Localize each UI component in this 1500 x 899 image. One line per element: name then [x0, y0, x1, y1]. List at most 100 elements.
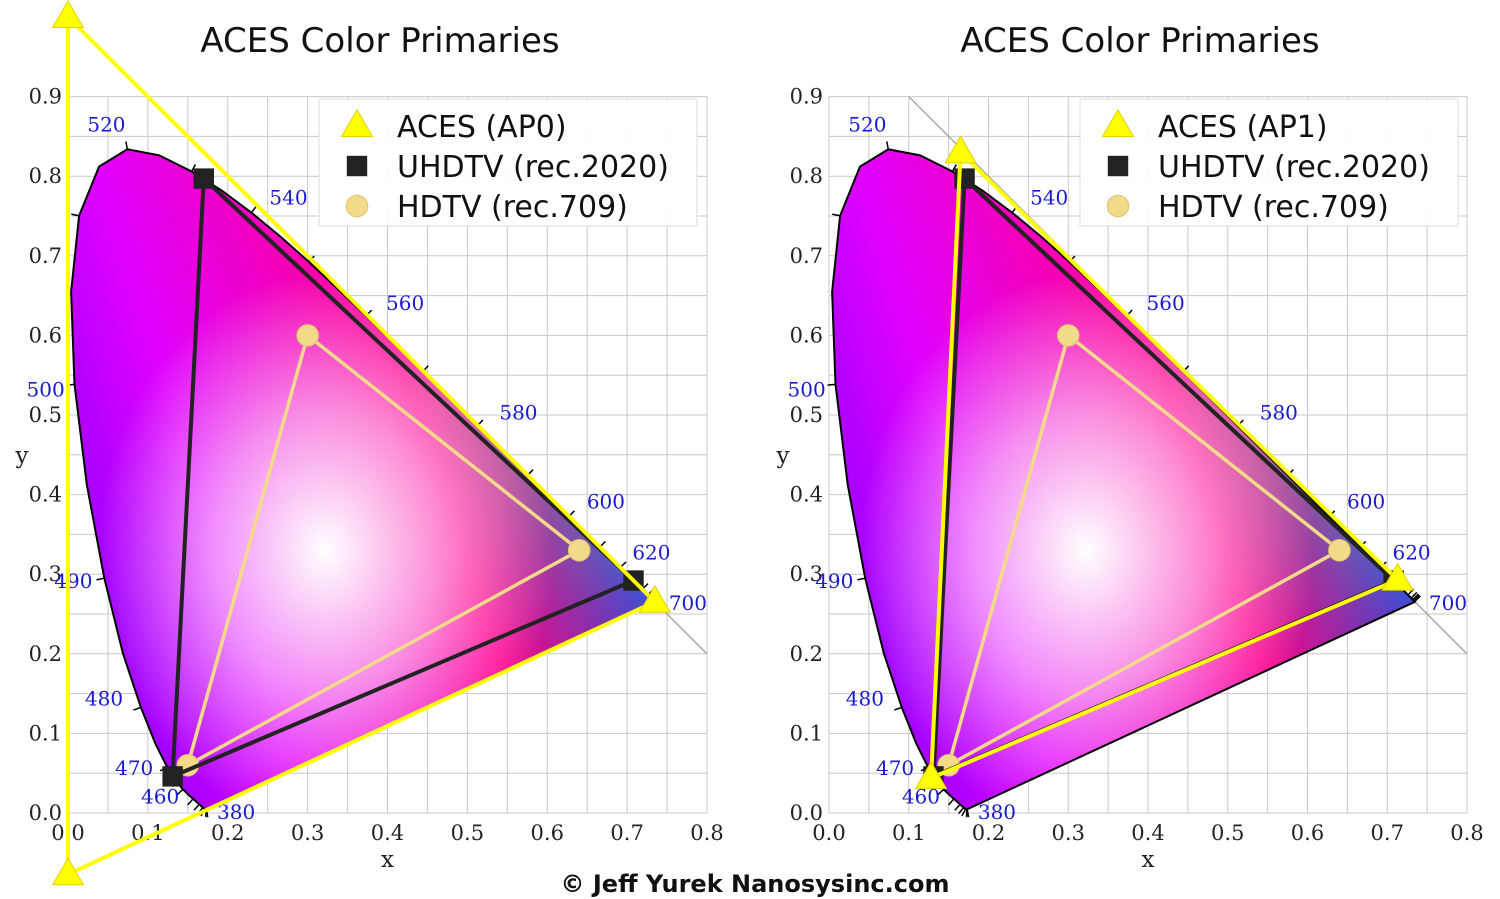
primary-marker: [1056, 324, 1080, 347]
x-tick-label: 0.6: [531, 821, 564, 845]
legend-label: UHDTV (rec.2020): [397, 150, 669, 185]
x-tick-label: 0.3: [1052, 821, 1085, 845]
locus-tick: [1412, 593, 1419, 601]
x-tick-label: 0.4: [371, 821, 404, 845]
x-tick-label: 0.1: [892, 821, 925, 845]
locus-tick: [1414, 595, 1421, 603]
wavelength-label-540: 540: [269, 186, 307, 210]
wavelength-label-700: 700: [1429, 591, 1467, 615]
locus-tick: [176, 788, 184, 796]
x-axis-label: x: [381, 847, 394, 873]
wavelength-label-500: 500: [27, 377, 65, 401]
x-tick-label: 0.7: [610, 821, 643, 845]
wavelength-label-480: 480: [846, 686, 884, 710]
locus-tick: [133, 706, 142, 711]
wavelength-label-620: 620: [1392, 541, 1430, 565]
chart-title: ACES Color Primaries: [200, 21, 559, 61]
x-tick-label: 0.5: [1211, 821, 1244, 845]
gamut-triangle: [170, 176, 636, 779]
legend-box: [1079, 98, 1459, 227]
wavelength-label-520: 520: [848, 112, 886, 136]
locus-tick: [832, 213, 841, 217]
primary-marker: [51, 0, 85, 28]
locus-tick: [886, 141, 889, 150]
locus-tick: [954, 803, 961, 811]
y-tick-label: 0.5: [790, 403, 823, 427]
y-tick-label: 0.0: [29, 801, 62, 825]
legend-label: ACES (AP1): [1158, 110, 1328, 145]
series-triangle: [51, 0, 672, 886]
locus-tick: [937, 788, 945, 796]
wavelength-label-380: 380: [978, 800, 1016, 824]
x-tick-label: 0.3: [291, 821, 324, 845]
primary-marker: [567, 539, 591, 562]
legend-marker: [340, 108, 374, 137]
y-tick-label: 0.8: [790, 164, 823, 188]
y-tick-label: 0.7: [29, 244, 62, 268]
legend-marker: [1107, 155, 1129, 177]
locus-tick: [961, 808, 967, 817]
x-axis-label: x: [1142, 847, 1155, 873]
x-tick-label: 0.7: [1371, 821, 1404, 845]
wavelength-label-580: 580: [1260, 401, 1298, 425]
locus-tick: [193, 803, 200, 811]
x-tick-label: 0.6: [1291, 821, 1324, 845]
primary-marker: [162, 766, 183, 787]
wavelength-label-540: 540: [1030, 186, 1068, 210]
locus-tick: [857, 577, 866, 581]
y-tick-label: 0.0: [790, 801, 823, 825]
locus-tick: [190, 164, 197, 172]
y-axis-label: y: [15, 443, 29, 469]
legend-marker: [345, 194, 369, 218]
locus-tick: [71, 213, 80, 217]
y-tick-label: 0.4: [790, 483, 823, 507]
wavelength-label-470: 470: [876, 756, 914, 780]
gamut-triangle: [66, 15, 657, 877]
wavelength-label-620: 620: [632, 541, 670, 565]
y-tick-label: 0.6: [29, 323, 62, 347]
x-tick-label: 0.2: [211, 821, 244, 845]
x-tick-label: 0.2: [972, 821, 1005, 845]
series-circle: [176, 324, 591, 777]
y-tick-label: 0.2: [29, 642, 62, 666]
gamut-triangle: [946, 333, 1342, 767]
primary-marker: [944, 135, 977, 164]
y-tick-label: 0.8: [29, 164, 62, 188]
y-tick-label: 0.6: [790, 323, 823, 347]
y-tick-label: 0.4: [29, 483, 62, 507]
wavelength-label-560: 560: [1147, 291, 1185, 315]
x-tick-label: 0.8: [1450, 821, 1483, 845]
series-triangle: [914, 135, 1414, 789]
wavelength-label-560: 560: [386, 291, 424, 315]
primary-marker: [914, 760, 948, 789]
chart-panel-ap0: ACES Color Primaries 0.0 0.1 0.2 0.3 0.4 0.5 0.…: [15, 0, 724, 886]
x-tick-label: 0.5: [451, 821, 484, 845]
locus-tick: [96, 577, 105, 581]
legend: ACES (AP0) UHDTV (rec.2020) HDTV (rec.709): [318, 98, 698, 227]
gamut-triangle: [929, 150, 1400, 780]
copyright-credit: © Jeff Yurek Nanosysinc.com: [561, 870, 950, 898]
wavelength-label-490: 490: [54, 569, 92, 593]
wavelength-label-500: 500: [788, 377, 826, 401]
locus-tick: [966, 809, 970, 818]
legend-label: HDTV (rec.709): [1158, 190, 1389, 225]
locus-tick: [827, 383, 836, 386]
legend: ACES (AP1) UHDTV (rec.2020) HDTV (rec.709): [1079, 98, 1459, 227]
wavelength-label-480: 480: [85, 686, 123, 710]
y-tick-label: 0.1: [29, 721, 62, 745]
y-tick-label: 0.7: [790, 244, 823, 268]
wavelength-label-600: 600: [587, 489, 625, 513]
primary-marker: [638, 584, 672, 613]
primary-marker: [296, 324, 319, 347]
wavelength-label-580: 580: [499, 401, 537, 425]
primary-marker: [1328, 539, 1351, 562]
wavelength-label-470: 470: [115, 756, 153, 780]
wavelength-label-520: 520: [87, 112, 125, 136]
legend-marker: [346, 155, 368, 177]
y-axis-label: y: [776, 443, 790, 469]
wavelength-label-700: 700: [669, 591, 707, 615]
locus-tick: [187, 798, 194, 806]
